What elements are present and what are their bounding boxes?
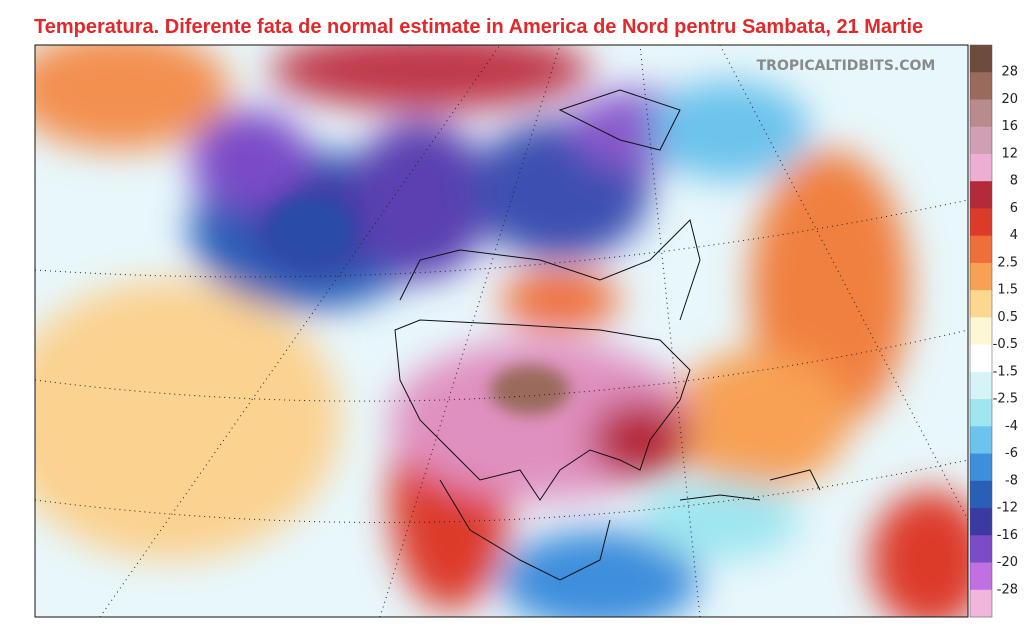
colorbar-swatch [970, 371, 992, 400]
colorbar-label: 8 [1010, 174, 1018, 189]
watermark: TROPICALTIDBITS.COM [757, 58, 936, 74]
colorbar-swatch [970, 535, 992, 564]
colorbar-swatch [970, 317, 992, 346]
colorbar-label: 12 [1001, 146, 1018, 161]
colorbar-swatch [970, 344, 992, 373]
colorbar-swatch [970, 72, 992, 100]
colorbar-swatch [970, 153, 992, 182]
colorbar-swatch [970, 99, 992, 128]
colorbar-label: 6 [1010, 201, 1018, 216]
colorbar-swatch [970, 262, 992, 291]
colorbar-label: 4 [1010, 228, 1018, 243]
colorbar-label: 0.5 [997, 310, 1018, 325]
graticule [35, 45, 968, 617]
colorbar-swatch [970, 208, 992, 237]
colorbar-swatch [970, 235, 992, 264]
colorbar-swatch [970, 589, 992, 618]
colorbar-swatch [970, 290, 992, 318]
colorbar-frame [969, 44, 993, 618]
colorbar-label: -8 [1005, 473, 1018, 488]
colorbar-label: 20 [1001, 92, 1018, 107]
colorbar-swatch [970, 426, 992, 455]
coastlines [394, 89, 821, 581]
colorbar-label: -16 [997, 528, 1018, 543]
colorbar-swatch [970, 181, 992, 209]
colorbar-swatch [970, 480, 992, 509]
colorbar-swatch [970, 453, 992, 482]
colorbar-label: -0.5 [993, 337, 1018, 352]
colorbar-label: 28 [1001, 65, 1018, 80]
colorbar-label: -1.5 [993, 364, 1018, 379]
colorbar-label: -28 [997, 582, 1018, 597]
colorbar-swatch [970, 508, 992, 536]
colorbar-swatch [970, 45, 992, 73]
title: Temperatura. Diferente fata de normal es… [34, 16, 924, 38]
colorbar-label: -20 [997, 555, 1018, 570]
colorbar: 28 20 16 12 8 6 4 2.5 1.5 0.5 -0.5 -1.5 -2.5 -4 -6 -8 -1… [969, 44, 1018, 618]
colorbar-swatch [970, 126, 992, 155]
colorbar-label: 2.5 [997, 255, 1018, 270]
colorbar-label: -12 [997, 501, 1018, 516]
anomaly-field [35, 45, 968, 617]
colorbar-label: -4 [1005, 419, 1018, 434]
colorbar-swatch [970, 562, 992, 591]
colorbar-label: -6 [1005, 446, 1018, 461]
colorbar-label: -2.5 [993, 392, 1018, 407]
colorbar-swatch [970, 399, 992, 427]
colorbar-label: 16 [1001, 119, 1018, 134]
map-frame [34, 44, 969, 618]
colorbar-label: 1.5 [997, 283, 1018, 298]
